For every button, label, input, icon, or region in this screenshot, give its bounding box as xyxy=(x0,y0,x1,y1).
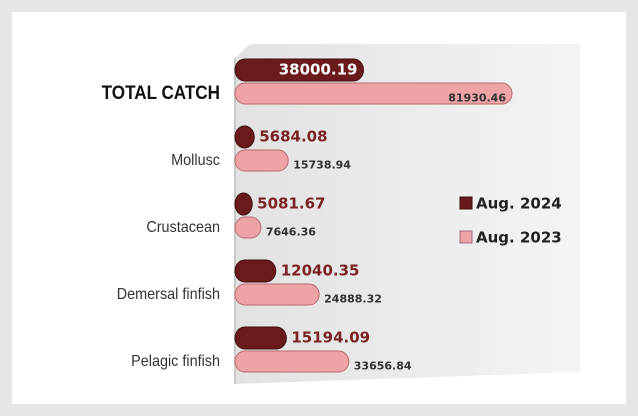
category-label: Demersal finfish xyxy=(117,286,220,304)
bar xyxy=(234,350,350,373)
bar xyxy=(234,125,255,149)
plot-wall xyxy=(235,44,580,384)
data-label: 5684.08 xyxy=(259,128,327,146)
data-label: 15194.09 xyxy=(291,329,370,347)
bar xyxy=(234,58,364,82)
category-label: Mollusc xyxy=(171,152,220,170)
bar xyxy=(234,326,287,350)
bar xyxy=(234,192,253,216)
data-label: 5081.67 xyxy=(257,195,325,213)
data-label: 81930.46 xyxy=(448,92,506,105)
bar xyxy=(234,216,262,239)
category-label: TOTAL CATCH xyxy=(102,82,220,103)
bar xyxy=(234,259,277,283)
legend-swatch xyxy=(459,230,473,244)
bar xyxy=(234,82,513,105)
legend-swatch xyxy=(459,196,473,210)
category-label: Pelagic finfish xyxy=(131,353,220,371)
data-label: 24888.32 xyxy=(324,293,382,306)
data-label: 7646.36 xyxy=(266,226,316,239)
data-label: 15738.94 xyxy=(293,159,351,172)
bar xyxy=(234,149,289,172)
legend-label: Aug. 2023 xyxy=(476,229,562,247)
category-label: Crustacean xyxy=(146,219,220,237)
bar xyxy=(234,283,320,306)
legend-label: Aug. 2024 xyxy=(476,195,562,213)
data-label: 12040.35 xyxy=(281,262,360,280)
data-label: 33656.84 xyxy=(354,360,412,373)
data-label: 38000.19 xyxy=(279,61,358,79)
